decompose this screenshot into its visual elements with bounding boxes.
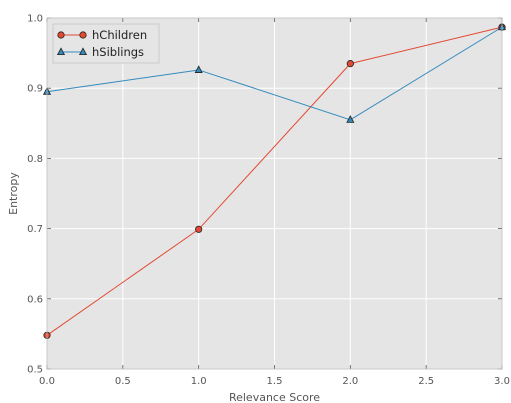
x-tick-label: 1.5 <box>267 376 283 387</box>
y-tick-label: 0.7 <box>27 224 43 235</box>
data-point-hsiblings <box>194 65 203 73</box>
axis-ticks: 0.0 0.5 1.0 1.5 2.0 2.5 3.00.50.60.70.80.91.0 <box>27 14 510 388</box>
legend-label-hsiblings: hSiblings <box>92 45 144 59</box>
data-point-hchildren <box>195 225 203 233</box>
series-line-hchildren <box>46 26 503 336</box>
y-tick-label: 1.0 <box>27 14 43 25</box>
x-tick-label: 1.0 <box>191 376 207 387</box>
x-tick-label: 2.0 <box>342 376 358 387</box>
legend: hChildren hSiblings <box>52 23 160 64</box>
series-line-hsiblings <box>46 26 503 121</box>
plot-frame <box>46 17 503 370</box>
y-axis-label: Entropy <box>7 172 20 215</box>
legend-marker-hsiblings <box>78 47 88 55</box>
legend-marker-hchildren <box>57 31 65 39</box>
y-tick-label: 0.8 <box>27 154 43 165</box>
x-tick-label: 0.5 <box>115 376 131 387</box>
x-tick-label: 0.0 <box>39 376 55 387</box>
data-point-hsiblings <box>346 115 355 123</box>
legend-box <box>52 23 160 64</box>
legend-marker-hchildren <box>79 31 87 39</box>
data-point-hchildren <box>346 60 354 68</box>
series-layer <box>42 22 507 339</box>
x-tick-label: 3.0 <box>494 376 510 387</box>
y-tick-label: 0.6 <box>27 294 43 305</box>
y-tick-label: 0.5 <box>27 365 43 376</box>
legend-label-hchildren: hChildren <box>92 28 147 42</box>
y-tick-label: 0.9 <box>27 84 43 95</box>
x-axis-label: Relevance Score <box>229 391 320 403</box>
legend-marker-hsiblings <box>56 47 66 55</box>
x-tick-label: 2.5 <box>418 376 434 387</box>
